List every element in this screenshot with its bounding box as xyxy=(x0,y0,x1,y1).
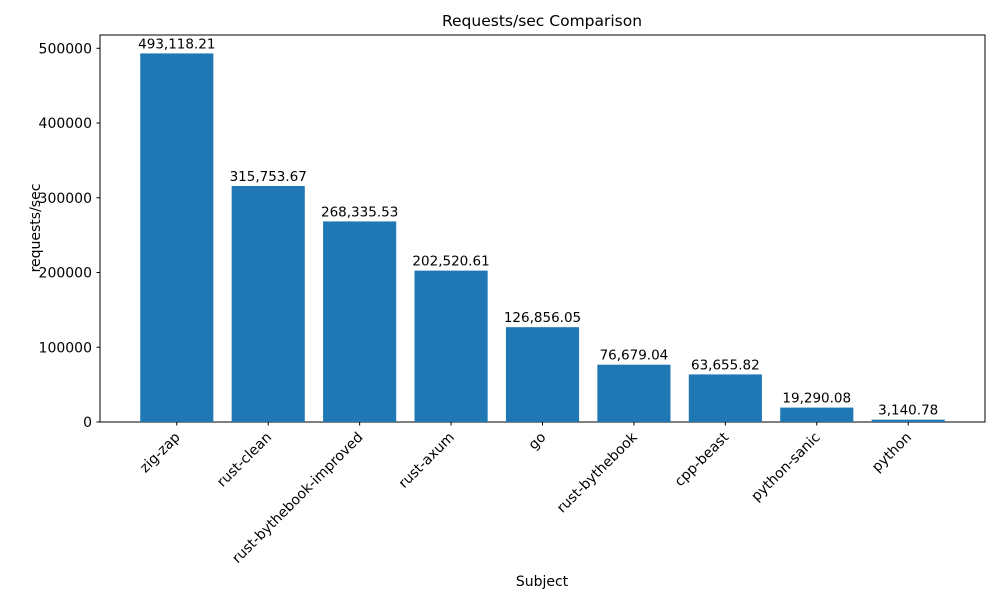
bar-value-label: 202,520.61 xyxy=(412,254,489,270)
x-axis: zig-zap rust-cleanrust-bythebook-improved… xyxy=(137,422,915,567)
x-tick-label: zig-zap xyxy=(137,429,184,476)
bars xyxy=(140,53,945,422)
bar-value-label: 63,655.82 xyxy=(691,357,760,373)
x-tick-label: rust-clean xyxy=(214,430,275,491)
bar-value-label: 493,118.21 xyxy=(138,36,215,52)
bar-value-label: 3,140.78 xyxy=(878,403,938,419)
bar xyxy=(414,270,488,422)
y-tick-label: 0 xyxy=(83,415,92,431)
bar xyxy=(323,221,397,422)
bar xyxy=(505,327,580,422)
y-axis-label: requests/sec xyxy=(28,184,44,273)
bar xyxy=(597,364,671,422)
y-tick-label: 100000 xyxy=(39,340,92,356)
chart-title: Requests/sec Comparison xyxy=(442,12,642,30)
bar-value-label: 126,856.05 xyxy=(504,310,581,326)
x-tick-label: go xyxy=(526,430,550,454)
bar xyxy=(688,374,762,422)
x-axis-label: Subject xyxy=(516,574,569,590)
x-tick-label: cpp-beast xyxy=(672,429,733,490)
bar-value-label: 268,335.53 xyxy=(321,204,398,220)
x-tick-label: python-sanic xyxy=(748,430,823,505)
bar-value-label: 19,290.08 xyxy=(782,391,851,407)
bar xyxy=(231,185,305,422)
bar-value-label: 76,679.04 xyxy=(600,348,669,364)
bar xyxy=(871,419,945,422)
x-tick-label: python xyxy=(869,430,915,476)
y-axis: 0 100000 200000 300000 400000 500000 xyxy=(39,41,100,431)
bar xyxy=(140,53,214,422)
bar xyxy=(780,407,854,422)
value-labels: 493,118.21 315,753.67 268,335.53 202,520.61… xyxy=(138,36,938,418)
y-tick-label: 200000 xyxy=(39,266,92,282)
y-tick-label: 400000 xyxy=(39,116,92,132)
x-tick-label: rust-bythebook xyxy=(554,429,641,516)
y-tick-label: 300000 xyxy=(39,191,92,207)
bar-value-label: 315,753.67 xyxy=(230,169,307,185)
x-tick-label: rust-axum xyxy=(396,430,458,492)
y-tick-label: 500000 xyxy=(39,41,92,57)
